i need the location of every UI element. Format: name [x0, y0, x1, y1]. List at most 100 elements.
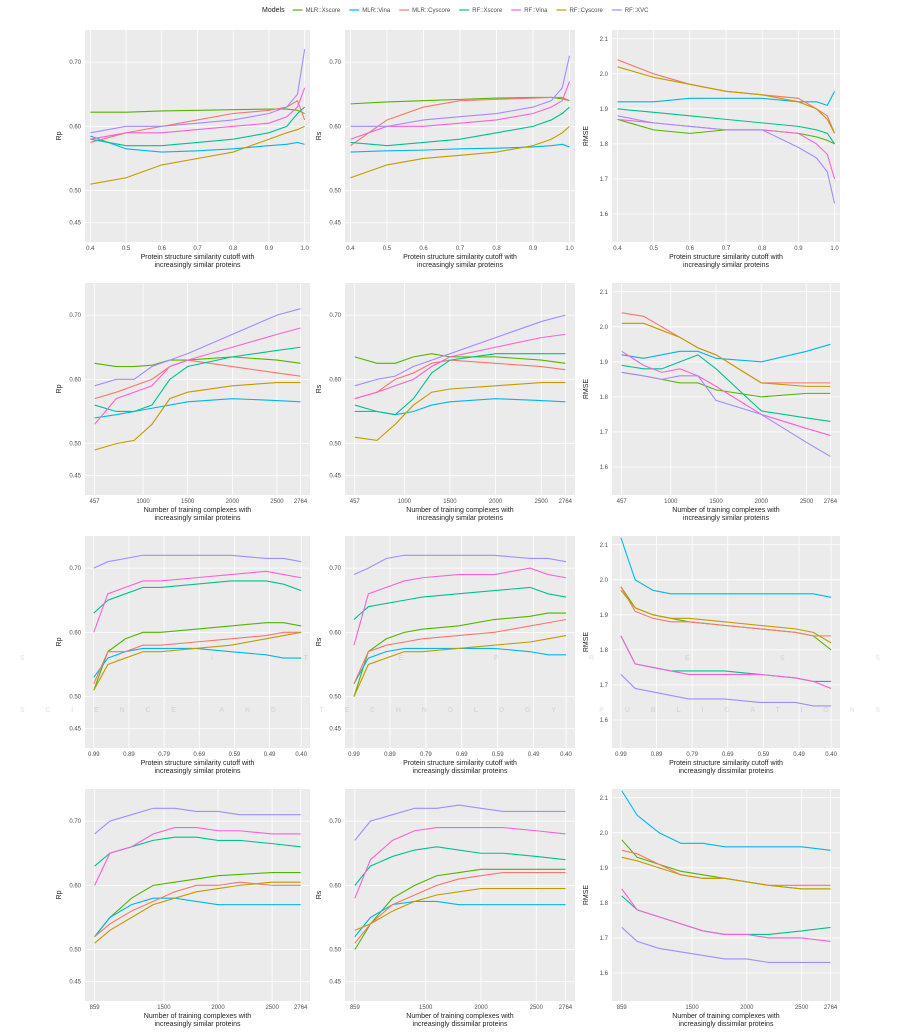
series-line	[350, 106, 570, 147]
y-tick-label: 2.1	[600, 290, 609, 296]
series-line	[93, 631, 302, 684]
series-line	[94, 897, 301, 938]
x-tick-label: 0.7	[722, 246, 731, 252]
x-tick-label: 2764	[824, 1005, 838, 1011]
y-tick-label: 1.9	[600, 107, 609, 113]
x-tick-label: 1500	[443, 499, 457, 505]
x-axis-label: Number of training complexes with	[672, 1013, 779, 1020]
plot-background	[612, 283, 840, 495]
y-tick-label: 1.8	[600, 901, 609, 907]
x-axis-label: increasingly dissimilar proteins	[413, 1021, 508, 1028]
y-tick-label: 1.9	[600, 613, 609, 619]
x-axis-label: Protein structure similarity cutoff with	[669, 760, 783, 767]
x-tick-label: 2500	[265, 1005, 279, 1011]
x-tick-label: 0.40	[825, 752, 837, 758]
x-tick-label: 0.69	[722, 752, 734, 758]
x-tick-label: 0.89	[123, 752, 135, 758]
series-line	[93, 580, 302, 614]
y-tick-label: 0.70	[69, 60, 81, 66]
series-line	[354, 333, 566, 400]
x-tick-label: 0.6	[419, 246, 428, 252]
panel: 0.45 0.50 0.60 0.70 859 1500 2000 2500 2764 Numbe…	[56, 789, 310, 1028]
series-line	[94, 346, 301, 413]
x-axis-label: increasingly dissimilar proteins	[413, 768, 508, 775]
series-line	[354, 827, 566, 899]
y-axis-label: Rp	[56, 384, 63, 393]
x-tick-label: 0.79	[420, 752, 432, 758]
series-line	[93, 570, 302, 633]
x-tick-label: 1500	[157, 1005, 171, 1011]
series-line	[94, 807, 301, 835]
legend-title: Models	[262, 7, 285, 14]
plot-background	[345, 536, 575, 748]
panel: 1.6 1.7 1.8 1.9 2.0 2.1 457 1000 1500 2000 2500 276…	[583, 283, 840, 522]
x-tick-label: 0.49	[528, 752, 540, 758]
x-tick-label: 457	[90, 499, 101, 505]
x-axis-label: increasingly similar proteins	[155, 262, 241, 269]
series-line	[94, 871, 301, 938]
legend-label: MLR::Cyscore	[412, 8, 451, 14]
x-tick-label: 2764	[559, 499, 573, 505]
series-line	[350, 143, 570, 153]
y-tick-label: 1.7	[600, 936, 609, 942]
panel: 1.6 1.7 1.8 1.9 2.0 2.1 859 1500 2000 2500 2764 Num…	[583, 789, 840, 1028]
x-tick-label: 0.99	[88, 752, 100, 758]
panel: 1.6 1.7 1.8 1.9 2.0 2.1 0.4 0.5 0.6 0.7 0.8 0.9 1.0 P…	[583, 30, 840, 269]
y-tick-label: 0.70	[69, 566, 81, 572]
x-axis-label: increasingly similar proteins	[683, 262, 769, 269]
series-line	[621, 888, 831, 942]
x-tick-label: 0.7	[193, 246, 202, 252]
legend-label: RF::XVC	[625, 8, 649, 14]
series-line	[353, 586, 567, 620]
x-axis-label: Protein structure similarity cutoff with	[669, 254, 783, 261]
x-axis-label: increasingly similar proteins	[417, 262, 503, 269]
series-line	[621, 790, 831, 851]
panel: 1.6 1.7 1.8 1.9 2.0 2.1 0.99 0.89 0.79 0.69 0.59 0.…	[583, 536, 840, 775]
series-line	[93, 622, 302, 691]
y-tick-label: 2.0	[600, 325, 609, 331]
x-tick-label: 2500	[530, 1005, 544, 1011]
x-tick-label: 859	[350, 1005, 361, 1011]
y-tick-label: 0.70	[329, 566, 341, 572]
x-tick-label: 0.40	[560, 752, 572, 758]
x-tick-label: 0.8	[492, 246, 501, 252]
x-axis-label: Protein structure similarity cutoff with	[403, 254, 517, 261]
y-tick-label: 0.60	[329, 883, 341, 889]
x-tick-label: 0.5	[383, 246, 392, 252]
x-tick-label: 2000	[474, 1005, 488, 1011]
y-axis-label: Rs	[316, 637, 323, 646]
x-tick-label: 2764	[294, 1005, 308, 1011]
x-tick-label: 2500	[800, 499, 814, 505]
x-axis-label: increasingly similar proteins	[417, 515, 503, 522]
series-line	[621, 856, 831, 890]
x-tick-label: 0.7	[456, 246, 465, 252]
y-axis-label: RMSE	[583, 126, 590, 147]
x-tick-label: 0.6	[686, 246, 695, 252]
y-tick-label: 2.1	[600, 796, 609, 802]
series-line	[90, 106, 306, 147]
series-line	[94, 398, 301, 419]
series-line	[90, 49, 306, 134]
x-tick-label: 2500	[535, 499, 549, 505]
x-axis-label: Protein structure similarity cutoff with	[141, 254, 255, 261]
series-line	[350, 96, 570, 105]
series-line	[354, 353, 566, 364]
plot-background	[345, 283, 575, 495]
x-axis-label: Protein structure similarity cutoff with	[403, 760, 517, 767]
x-axis-label: Number of training complexes with	[672, 507, 779, 514]
x-axis-label: increasingly dissimilar proteins	[679, 1021, 774, 1028]
x-tick-label: 1500	[181, 499, 195, 505]
y-tick-label: 2.0	[600, 578, 609, 584]
series-line	[353, 618, 567, 684]
series-line	[353, 647, 567, 685]
x-axis-label: increasingly similar proteins	[155, 768, 241, 775]
series-line	[354, 804, 566, 841]
x-tick-label: 2764	[294, 499, 308, 505]
series-line	[617, 108, 836, 145]
y-tick-label: 0.45	[69, 221, 81, 227]
y-tick-label: 0.45	[69, 474, 81, 480]
y-tick-label: 0.60	[329, 377, 341, 383]
y-tick-label: 1.8	[600, 142, 609, 148]
series-line	[94, 382, 301, 451]
